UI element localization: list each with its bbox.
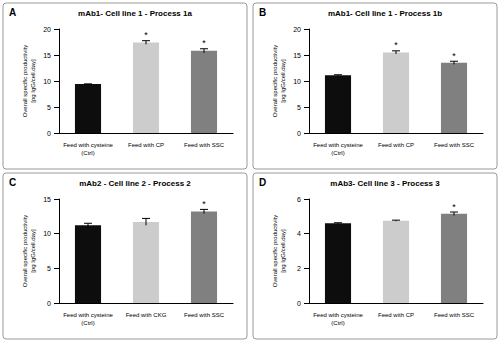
svg-text:20: 20 <box>293 26 301 33</box>
svg-text:Feed with cysteine: Feed with cysteine <box>313 142 363 148</box>
svg-text:C: C <box>9 177 16 188</box>
svg-text:*: * <box>452 51 456 61</box>
svg-text:(Ctrl): (Ctrl) <box>81 320 94 326</box>
svg-text:10: 10 <box>43 78 51 85</box>
svg-text:D: D <box>259 177 266 188</box>
svg-text:mAb2 - Cell line 2 - Process 2: mAb2 - Cell line 2 - Process 2 <box>79 179 191 188</box>
svg-text:(Ctrl): (Ctrl) <box>81 150 94 156</box>
svg-text:*: * <box>394 40 398 50</box>
svg-text:(Ctrl): (Ctrl) <box>331 320 344 326</box>
svg-text:0: 0 <box>47 130 51 137</box>
svg-text:5: 5 <box>47 104 51 111</box>
svg-text:Feed with CKG: Feed with CKG <box>126 312 167 318</box>
svg-text:15: 15 <box>43 52 51 59</box>
svg-text:mAb1- Cell line 1 - Process 1a: mAb1- Cell line 1 - Process 1a <box>78 9 192 18</box>
svg-text:*: * <box>452 202 456 212</box>
svg-text:15: 15 <box>293 52 301 59</box>
svg-text:Feed with SSC: Feed with SSC <box>434 312 475 318</box>
svg-text:Feed with CP: Feed with CP <box>128 142 164 148</box>
svg-text:5: 5 <box>297 104 301 111</box>
svg-text:Feed with SSC: Feed with SSC <box>184 142 225 148</box>
svg-text:4: 4 <box>297 230 301 237</box>
svg-text:0: 0 <box>297 130 301 137</box>
svg-text:Feed with SSC: Feed with SSC <box>434 142 475 148</box>
svg-text:Overall specific productivity: Overall specific productivity <box>272 215 278 288</box>
svg-text:Overall specific productivity: Overall specific productivity <box>22 215 28 288</box>
svg-text:mAb3- Cell line 3 - Process 3: mAb3- Cell line 3 - Process 3 <box>330 179 440 188</box>
svg-text:15: 15 <box>43 196 51 203</box>
svg-text:Feed with cysteine: Feed with cysteine <box>63 142 113 148</box>
svg-text:[pg IgG/cell.day]: [pg IgG/cell.day] <box>30 59 36 103</box>
svg-text:6: 6 <box>297 196 301 203</box>
svg-text:[pg IgG/cell.day]: [pg IgG/cell.day] <box>280 59 286 103</box>
svg-text:(Ctrl): (Ctrl) <box>331 150 344 156</box>
svg-text:mAb1- Cell line 1 - Process 1b: mAb1- Cell line 1 - Process 1b <box>328 9 442 18</box>
svg-text:*: * <box>202 38 206 48</box>
svg-text:Overall specific productivity: Overall specific productivity <box>22 45 28 118</box>
svg-text:0: 0 <box>297 300 301 307</box>
svg-text:Feed with CP: Feed with CP <box>378 312 414 318</box>
svg-text:20: 20 <box>43 26 51 33</box>
svg-text:Feed with SSC: Feed with SSC <box>184 312 225 318</box>
svg-text:Feed with cysteine: Feed with cysteine <box>313 312 363 318</box>
svg-text:Feed with cysteine: Feed with cysteine <box>63 312 113 318</box>
svg-text:Feed with CP: Feed with CP <box>378 142 414 148</box>
svg-text:*: * <box>202 199 206 209</box>
svg-text:[pg IgG/cell.day]: [pg IgG/cell.day] <box>30 229 36 273</box>
svg-text:*: * <box>144 30 148 40</box>
svg-text:10: 10 <box>43 230 51 237</box>
svg-text:[pg IgG/cell.day]: [pg IgG/cell.day] <box>280 229 286 273</box>
svg-text:Overall specific productivity: Overall specific productivity <box>272 45 278 118</box>
svg-text:10: 10 <box>293 78 301 85</box>
svg-text:A: A <box>9 7 16 18</box>
svg-text:2: 2 <box>297 265 301 272</box>
svg-text:5: 5 <box>47 265 51 272</box>
svg-text:B: B <box>259 7 266 18</box>
svg-text:0: 0 <box>47 300 51 307</box>
